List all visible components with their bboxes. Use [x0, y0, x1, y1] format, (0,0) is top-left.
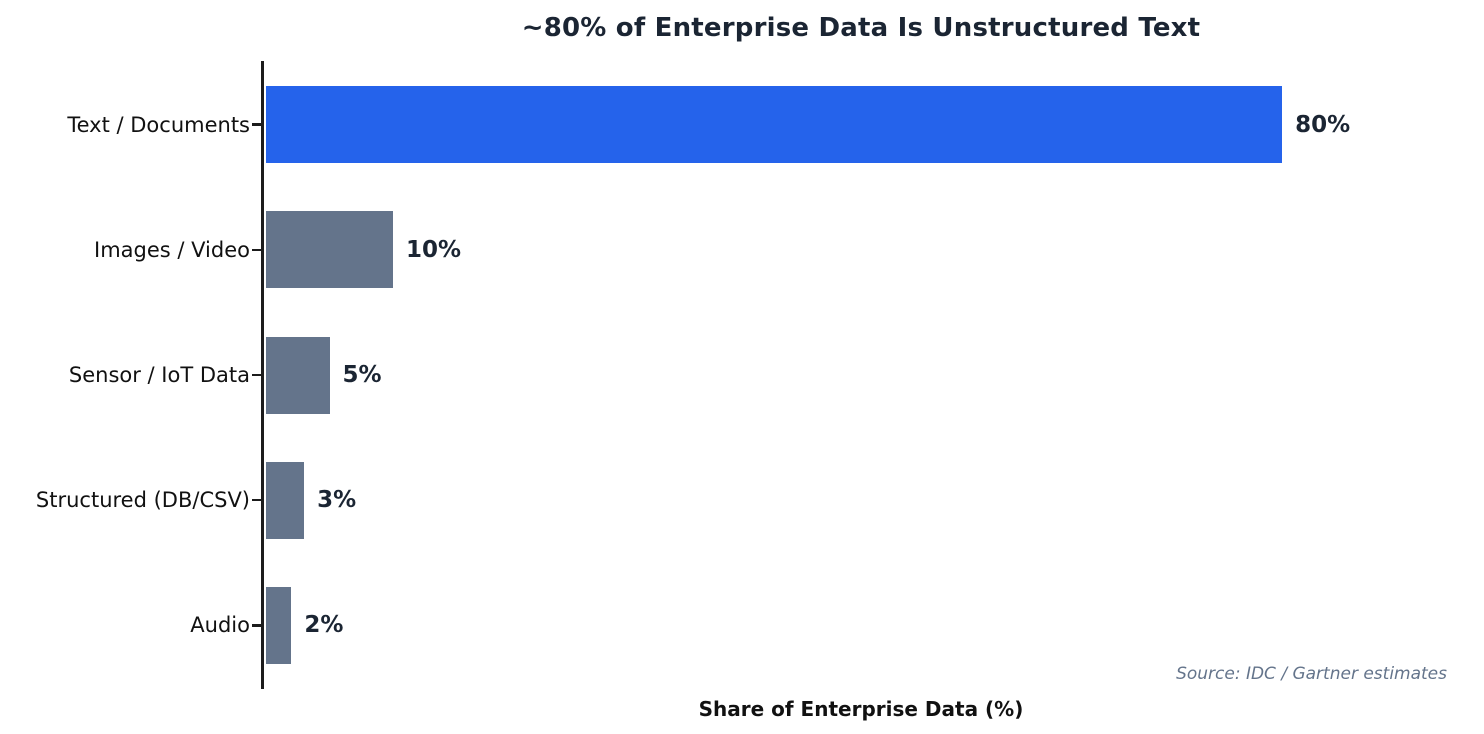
axis-tick-mark	[252, 248, 261, 252]
axis-tick-mark	[252, 373, 261, 377]
category-label: Images / Video	[94, 237, 250, 262]
bar-row: Images / Video 10%	[0, 187, 1460, 312]
x-axis-label: Share of Enterprise Data (%)	[698, 697, 1024, 721]
bar	[266, 461, 305, 539]
bar-track: 5%	[266, 312, 1460, 437]
axis-tick-mark	[252, 498, 261, 502]
bar-row: Sensor / IoT Data 5%	[0, 312, 1460, 437]
bar-track: 2%	[266, 563, 1460, 688]
y-axis-line	[261, 61, 264, 689]
source-note: Source: IDC / Gartner estimates	[1176, 664, 1447, 684]
value-label: 10%	[406, 236, 462, 263]
plot-area: Text / Documents 80% Images / Video 10% Sens…	[0, 62, 1460, 688]
value-label: 2%	[304, 612, 344, 639]
category-label: Audio	[190, 613, 250, 638]
bar	[266, 86, 1283, 164]
value-label: 5%	[342, 362, 382, 388]
bar	[266, 336, 330, 414]
chart-title: ~80% of Enterprise Data Is Unstructured …	[521, 13, 1201, 43]
axis-tick-mark	[252, 123, 261, 126]
bar	[266, 211, 394, 289]
value-label: 80%	[1295, 111, 1351, 138]
category-label: Structured (DB/CSV)	[35, 488, 250, 513]
value-label: 3%	[317, 487, 357, 514]
bar-track: 80%	[266, 62, 1460, 187]
bar-row: Audio 2%	[0, 563, 1460, 688]
bar	[266, 586, 292, 664]
bar-track: 10%	[266, 187, 1460, 312]
category-label: Text / Documents	[67, 112, 250, 137]
bar-track: 3%	[266, 438, 1460, 563]
category-label: Sensor / IoT Data	[68, 363, 250, 387]
bar-row: Structured (DB/CSV) 3%	[0, 438, 1460, 563]
axis-tick-mark	[252, 624, 261, 627]
bar-row: Text / Documents 80%	[0, 62, 1460, 187]
